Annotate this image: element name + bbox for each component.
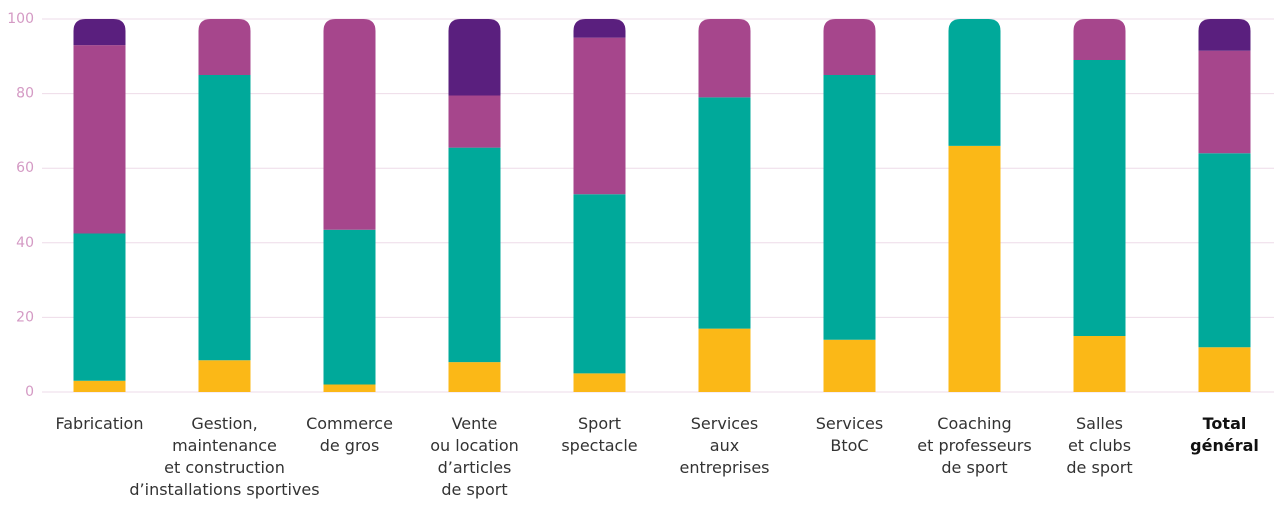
y-tick-label: 100	[7, 11, 34, 27]
y-tick-label: 80	[16, 86, 34, 102]
bar-segment	[73, 380, 126, 392]
y-tick-label: 20	[16, 309, 34, 325]
bar-segment	[573, 37, 626, 195]
bar-segment	[1198, 153, 1251, 348]
x-tick-label: Gestion, maintenance et construction d’inst…	[129, 414, 319, 499]
bar-segment	[948, 145, 1001, 392]
x-tick-label: Services BtoC	[816, 414, 883, 455]
bar-segment	[1198, 347, 1251, 392]
x-tick-label: Services aux entreprises	[679, 414, 769, 477]
x-tick-label: Fabrication	[56, 414, 144, 433]
x-tick-label: Salles et clubs de sport	[1066, 414, 1132, 477]
bar-segment	[948, 19, 1001, 146]
bar-segment	[448, 95, 501, 148]
x-tick-label: Vente ou location d’articles de sport	[430, 414, 519, 499]
bar-segment	[698, 328, 751, 392]
bar-segment	[698, 19, 751, 98]
bar-segment	[73, 19, 126, 46]
bar-segment	[323, 19, 376, 230]
y-tick-label: 0	[25, 384, 34, 400]
x-tick-label: Total général	[1190, 414, 1259, 455]
bar-segment	[448, 147, 501, 363]
bar-segment	[1073, 60, 1126, 337]
bar-segment	[573, 373, 626, 392]
bar-segment	[1073, 19, 1126, 61]
bar-segment	[698, 97, 751, 329]
bar-segment	[823, 74, 876, 340]
bar-segment	[823, 19, 876, 75]
x-tick-label: Commerce de gros	[306, 414, 393, 455]
bar-segment	[823, 339, 876, 392]
bar-segment	[198, 360, 251, 392]
x-tick-label: Coaching et professeurs de sport	[917, 414, 1031, 477]
bar-segment	[1198, 19, 1251, 51]
bar-segment	[323, 229, 376, 385]
bar-segment	[448, 362, 501, 392]
bar-segment	[448, 19, 501, 96]
bar-segment	[323, 384, 376, 392]
y-tick-label: 60	[16, 160, 34, 176]
bar-segment	[1073, 336, 1126, 392]
x-tick-label: Sport spectacle	[561, 414, 637, 455]
bar-segment	[573, 194, 626, 374]
bar-segment	[73, 45, 126, 234]
bar-segment	[573, 19, 626, 38]
y-tick-label: 40	[16, 235, 34, 251]
bar-segment	[198, 19, 251, 75]
bar-segment	[1198, 50, 1251, 154]
bar-segment	[73, 233, 126, 381]
bar-segment	[198, 74, 251, 361]
